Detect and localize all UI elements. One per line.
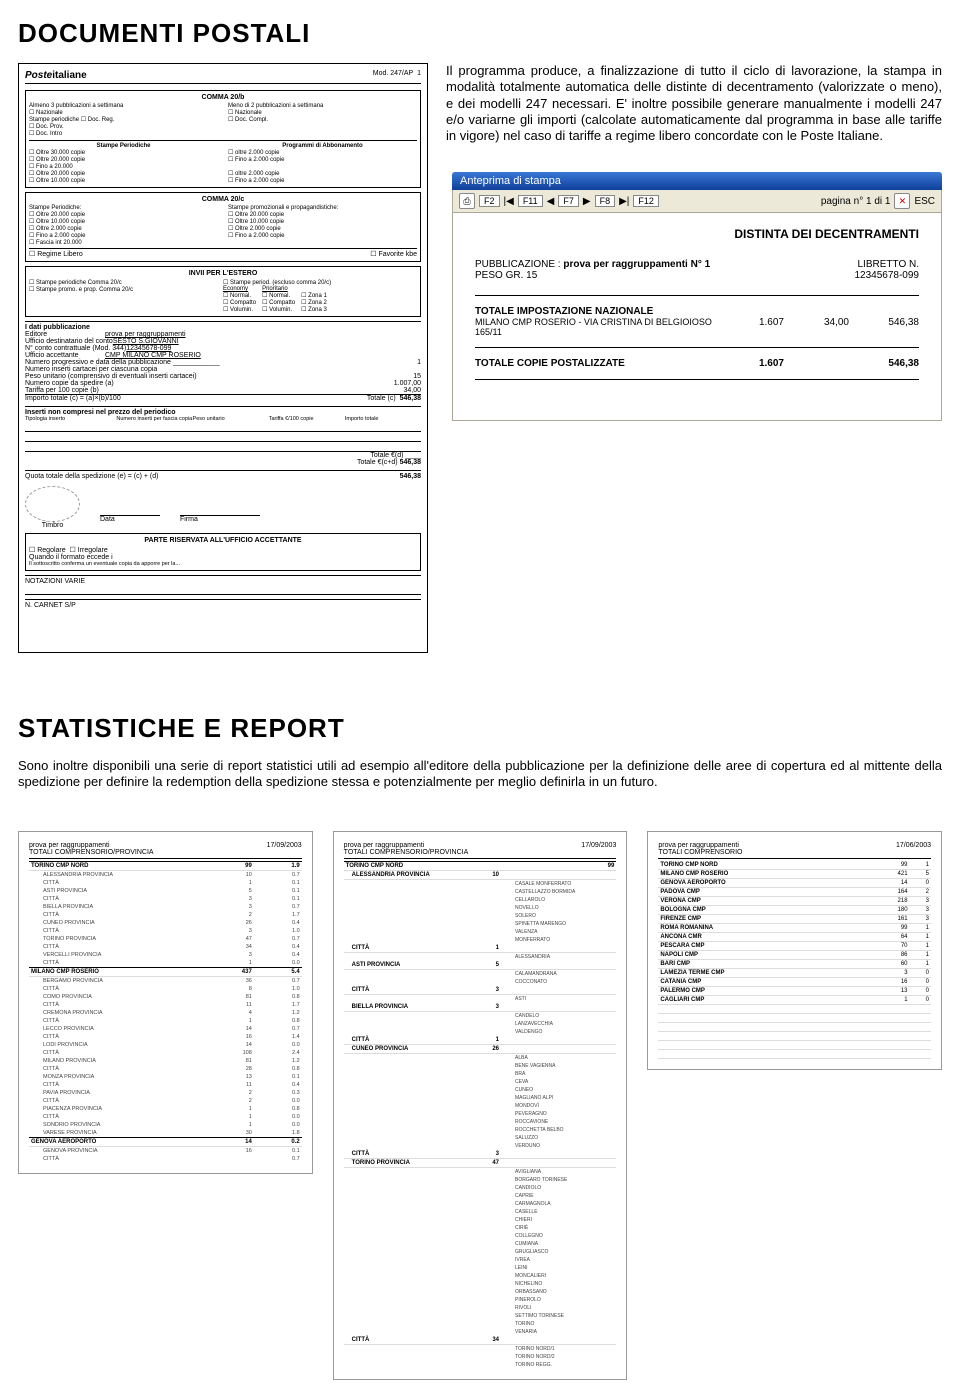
nav-f8[interactable]: F8 bbox=[595, 195, 616, 207]
page-info: pagina n° 1 di 1 bbox=[821, 196, 891, 207]
comma20b-title: COMMA 20/b bbox=[29, 94, 417, 101]
preview-toolbar: ⎙ F2 |◀ F11 ◀ F7 ▶ F8 ▶| F12 pagina n° 1… bbox=[452, 190, 942, 213]
first-page-icon[interactable]: |◀ bbox=[504, 196, 514, 207]
form-247-preview: Posteitaliane Mod. 247/AP 1 COMMA 20/b A… bbox=[18, 63, 428, 653]
report-title: DISTINTA DEI DECENTRAMENTI bbox=[475, 227, 919, 241]
comma20c: COMMA 20/c bbox=[29, 196, 417, 203]
r2-date: 17/09/2003 bbox=[581, 842, 616, 856]
preview-body: DISTINTA DEI DECENTRAMENTI PUBBLICAZIONE… bbox=[452, 213, 942, 421]
r3-date: 17/06/2003 bbox=[896, 842, 931, 856]
window-titlebar: Anteprima di stampa bbox=[452, 172, 942, 190]
nav-f2[interactable]: F2 bbox=[479, 195, 500, 207]
esc-label: ESC bbox=[914, 196, 935, 207]
next-page-icon[interactable]: ▶ bbox=[583, 196, 591, 207]
r2-title: prova per raggruppamenti TOTALI COMPRENS… bbox=[344, 842, 469, 856]
r3-table: TORINO CMP NORD991MILANO CMP ROSERIO4215… bbox=[658, 861, 931, 1059]
nav-f11[interactable]: F11 bbox=[518, 195, 543, 207]
dati-pub: I dati pubblicazione bbox=[25, 324, 421, 331]
report2: prova per raggruppamenti TOTALI COMPRENS… bbox=[333, 831, 628, 1380]
r1-title: prova per raggruppamenti TOTALI COMPRENS… bbox=[29, 842, 154, 856]
r2-table: TORINO CMP NORD99ALESSANDRIA PROVINCIA10… bbox=[344, 861, 617, 1369]
reports-row: prova per raggruppamenti TOTALI COMPRENS… bbox=[18, 831, 942, 1380]
report1: prova per raggruppamenti TOTALI COMPRENS… bbox=[18, 831, 313, 1174]
r1-table: TORINO CMP NORD991.9ALESSANDRIA PROVINCI… bbox=[29, 861, 302, 1163]
poste-logo: Posteitaliane bbox=[25, 70, 87, 81]
regime-libero: Regime Libero bbox=[29, 251, 83, 258]
section1-desc: Il programma produce, a finalizzazione d… bbox=[446, 63, 942, 144]
section2-title: STATISTICHE E REPORT bbox=[18, 713, 942, 744]
form-mod: Mod. 247/AP 1 bbox=[373, 70, 421, 81]
last-page-icon[interactable]: ▶| bbox=[619, 196, 629, 207]
esc-button[interactable]: ✕ bbox=[894, 193, 910, 209]
section2-desc: Sono inoltre disponibili una serie di re… bbox=[18, 758, 942, 791]
r1-date: 17/09/2003 bbox=[267, 842, 302, 856]
section1-row: Posteitaliane Mod. 247/AP 1 COMMA 20/b A… bbox=[18, 63, 942, 653]
prev-page-icon[interactable]: ◀ bbox=[547, 196, 555, 207]
invii-estero: INVII PER L'ESTERO bbox=[29, 270, 417, 277]
report3: prova per raggruppamenti TOTALI COMPRENS… bbox=[647, 831, 942, 1070]
nav-f12[interactable]: F12 bbox=[633, 195, 659, 207]
print-icon[interactable]: ⎙ bbox=[459, 193, 475, 209]
section1-title: DOCUMENTI POSTALI bbox=[18, 18, 942, 49]
nav-f7[interactable]: F7 bbox=[558, 195, 579, 207]
print-preview-window: Anteprima di stampa ⎙ F2 |◀ F11 ◀ F7 ▶ F… bbox=[452, 172, 942, 421]
r3-title: prova per raggruppamenti TOTALI COMPRENS… bbox=[658, 842, 742, 856]
